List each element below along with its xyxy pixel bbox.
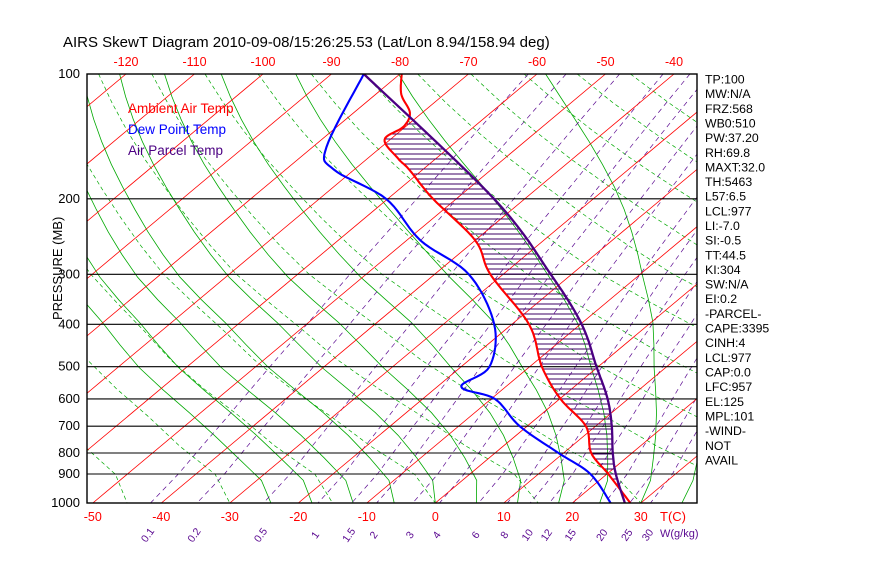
svg-text:LCL:977: LCL:977 xyxy=(705,351,752,365)
svg-text:FRZ:568: FRZ:568 xyxy=(705,102,753,116)
svg-text:W(g/kg): W(g/kg) xyxy=(660,528,699,540)
svg-text:PRESSURE (MB): PRESSURE (MB) xyxy=(50,217,65,320)
svg-text:NOT: NOT xyxy=(705,439,731,453)
svg-text:T(C): T(C) xyxy=(660,509,686,524)
svg-text:-50: -50 xyxy=(84,510,102,524)
svg-text:CINH:4: CINH:4 xyxy=(705,336,745,350)
svg-text:L57:6.5: L57:6.5 xyxy=(705,190,746,204)
svg-text:-110: -110 xyxy=(182,55,206,69)
svg-text:Air Parcel Temp: Air Parcel Temp xyxy=(128,143,223,158)
svg-text:SI:-0.5: SI:-0.5 xyxy=(705,234,741,248)
svg-text:SW:N/A: SW:N/A xyxy=(705,278,749,292)
svg-text:TP:100: TP:100 xyxy=(705,73,745,87)
svg-text:-WIND-: -WIND- xyxy=(705,424,746,438)
svg-text:-30: -30 xyxy=(221,510,239,524)
svg-text:LFC:957: LFC:957 xyxy=(705,380,752,394)
svg-text:LCL:977: LCL:977 xyxy=(705,204,752,218)
svg-text:RH:69.8: RH:69.8 xyxy=(705,146,750,160)
svg-text:1000: 1000 xyxy=(51,495,80,510)
svg-text:AIRS SkewT Diagram 2010-09-08/: AIRS SkewT Diagram 2010-09-08/15:26:25.5… xyxy=(63,34,550,51)
svg-text:CAPE:3395: CAPE:3395 xyxy=(705,322,769,336)
svg-text:PW:37.20: PW:37.20 xyxy=(705,131,759,145)
svg-text:600: 600 xyxy=(58,391,80,406)
svg-text:-90: -90 xyxy=(322,55,340,69)
svg-text:AVAIL: AVAIL xyxy=(705,453,738,467)
svg-text:-10: -10 xyxy=(358,510,376,524)
svg-text:500: 500 xyxy=(58,359,80,374)
svg-text:100: 100 xyxy=(58,66,80,81)
svg-text:-PARCEL-: -PARCEL- xyxy=(705,307,761,321)
svg-text:10: 10 xyxy=(497,510,511,524)
svg-text:-60: -60 xyxy=(528,55,546,69)
svg-text:TT:44.5: TT:44.5 xyxy=(705,248,746,262)
svg-text:-50: -50 xyxy=(596,55,614,69)
svg-text:20: 20 xyxy=(565,510,579,524)
svg-text:-70: -70 xyxy=(459,55,477,69)
svg-text:-40: -40 xyxy=(152,510,170,524)
svg-text:-20: -20 xyxy=(289,510,307,524)
svg-text:900: 900 xyxy=(58,466,80,481)
svg-text:-40: -40 xyxy=(665,55,683,69)
svg-text:LI:-7.0: LI:-7.0 xyxy=(705,219,740,233)
svg-text:MW:N/A: MW:N/A xyxy=(705,87,751,101)
svg-text:-80: -80 xyxy=(391,55,409,69)
svg-text:TH:5463: TH:5463 xyxy=(705,175,752,189)
svg-text:Dew Point Temp: Dew Point Temp xyxy=(128,122,226,137)
svg-text:CAP:0.0: CAP:0.0 xyxy=(705,366,751,380)
svg-text:EI:0.2: EI:0.2 xyxy=(705,292,737,306)
svg-text:MAXT:32.0: MAXT:32.0 xyxy=(705,160,765,174)
svg-text:700: 700 xyxy=(58,418,80,433)
svg-text:KI:304: KI:304 xyxy=(705,263,741,277)
svg-text:Ambient Air Temp: Ambient Air Temp xyxy=(128,101,234,116)
svg-text:0: 0 xyxy=(432,510,439,524)
svg-text:EL:125: EL:125 xyxy=(705,395,744,409)
svg-text:MPL:101: MPL:101 xyxy=(705,409,754,423)
svg-text:800: 800 xyxy=(58,445,80,460)
svg-text:30: 30 xyxy=(634,510,648,524)
svg-text:WB0:510: WB0:510 xyxy=(705,117,756,131)
svg-text:-100: -100 xyxy=(250,55,275,69)
svg-text:-120: -120 xyxy=(113,55,138,69)
svg-text:200: 200 xyxy=(58,191,80,206)
